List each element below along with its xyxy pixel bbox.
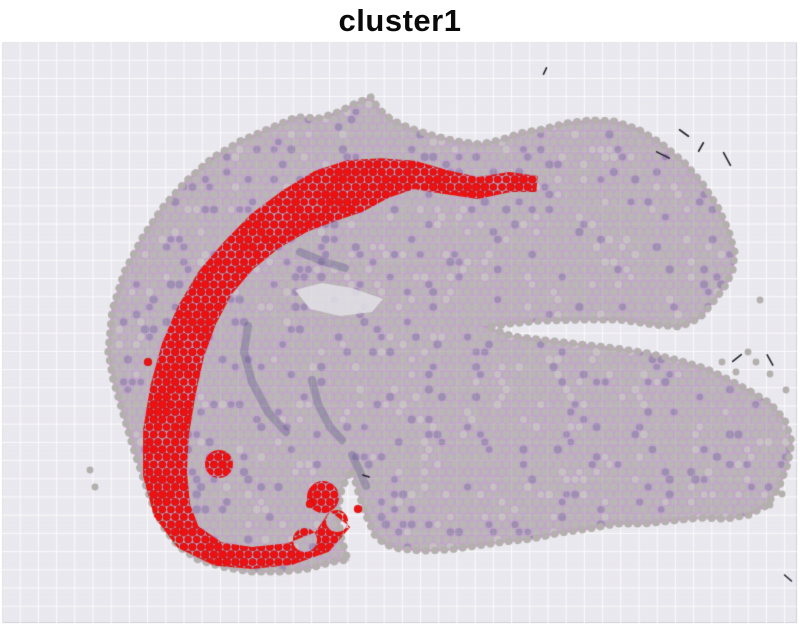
chart-title: cluster1 <box>338 3 462 38</box>
